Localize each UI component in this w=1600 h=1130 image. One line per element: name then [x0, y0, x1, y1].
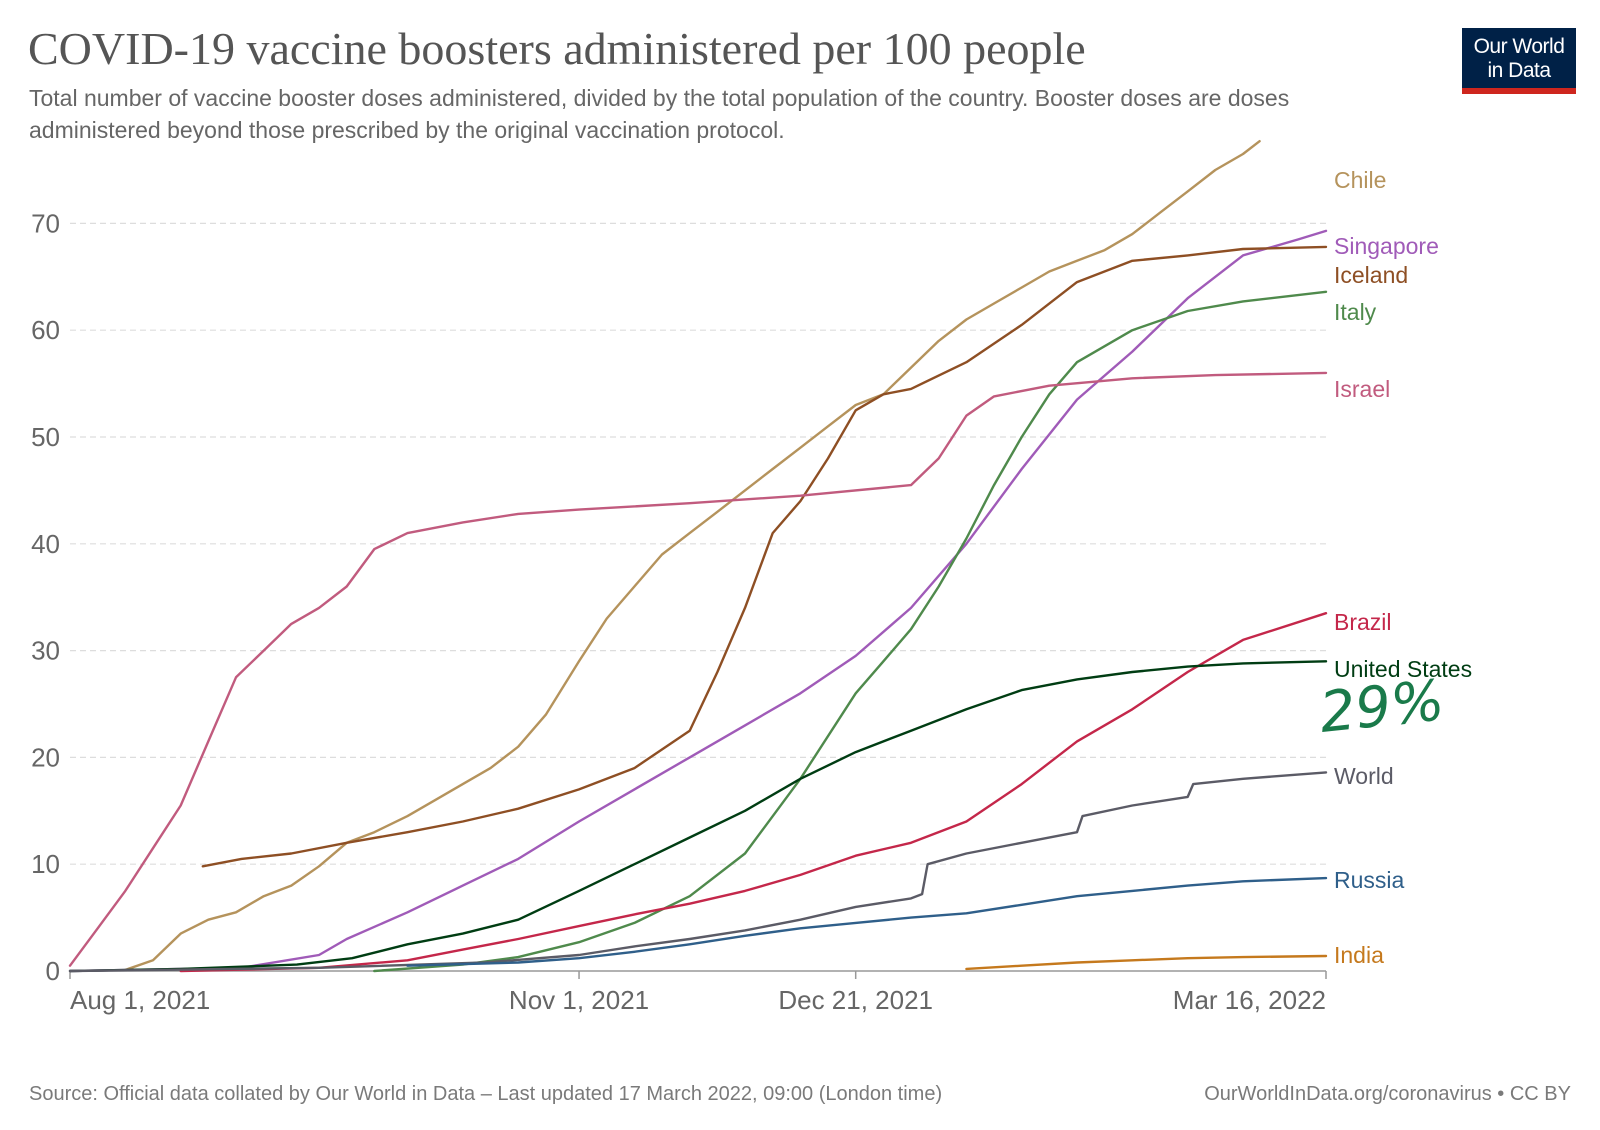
series-label-italy: Italy [1334, 299, 1377, 325]
series-line-russia [406, 876, 1328, 967]
y-tick-label-30: 30 [31, 636, 60, 666]
series-line-iceland [201, 245, 1328, 868]
y-tick-label-70: 70 [31, 208, 60, 238]
series-line-world [68, 771, 1328, 973]
series-label-united-states: United States [1334, 656, 1472, 682]
series-label-singapore: Singapore [1334, 233, 1439, 259]
series-line-israel [68, 371, 1328, 967]
owid-logo[interactable]: Our World in Data [1462, 28, 1576, 94]
chart-title: COVID-19 vaccine boosters administered p… [28, 23, 1086, 74]
x-tick-label-1: Nov 1, 2021 [509, 985, 649, 1015]
series-label-india: India [1334, 942, 1384, 968]
series-line-chile [124, 140, 1261, 972]
y-tick-label-10: 10 [31, 849, 60, 879]
series-label-brazil: Brazil [1334, 609, 1392, 635]
annotation-text: 29% [1317, 668, 1448, 746]
series-line-brazil [179, 612, 1328, 973]
y-tick-label-40: 40 [31, 529, 60, 559]
series-lines [68, 140, 1328, 973]
handwritten-annotation: 29% [1317, 668, 1448, 746]
series-label-iceland: Iceland [1334, 262, 1408, 288]
series-labels: Chile Singapore Iceland Italy Israel Brazil Un… [1334, 167, 1472, 968]
series-label-world: World [1334, 763, 1394, 789]
y-tick-label-20: 20 [31, 742, 60, 772]
x-tick-label-0: Aug 1, 2021 [70, 985, 210, 1015]
gridlines [70, 222, 1326, 865]
source-note: Source: Official data collated by Our Wo… [29, 1083, 943, 1105]
y-axis: 0 10 20 30 40 50 60 70 [31, 208, 60, 986]
series-label-chile: Chile [1334, 167, 1386, 193]
series-line-singapore [68, 229, 1328, 973]
series-label-israel: Israel [1334, 376, 1390, 402]
y-tick-label-50: 50 [31, 422, 60, 452]
series-line-united-states [68, 660, 1328, 973]
y-tick-label-0: 0 [46, 956, 60, 986]
x-tick-label-2: Dec 21, 2021 [778, 985, 933, 1015]
y-tick-label-60: 60 [31, 315, 60, 345]
series-line-india [965, 954, 1328, 971]
chart-subtitle: Total number of vaccine booster doses ad… [29, 85, 1290, 143]
x-axis: Aug 1, 2021 Nov 1, 2021 Dec 21, 2021 Mar 16… [69, 970, 1327, 1015]
line-chart: 0 10 20 30 40 50 60 70 Aug 1, 2021 Nov 1, 2021 De… [31, 140, 1472, 1015]
series-label-russia: Russia [1334, 867, 1405, 893]
series-line-italy [373, 290, 1328, 973]
logo-line-2: in Data [1487, 59, 1551, 82]
x-tick-label-3: Mar 16, 2022 [1173, 985, 1326, 1015]
logo-line-1: Our World [1473, 35, 1565, 58]
credit-link[interactable]: OurWorldInData.org/coronavirus • CC BY [1204, 1083, 1571, 1105]
